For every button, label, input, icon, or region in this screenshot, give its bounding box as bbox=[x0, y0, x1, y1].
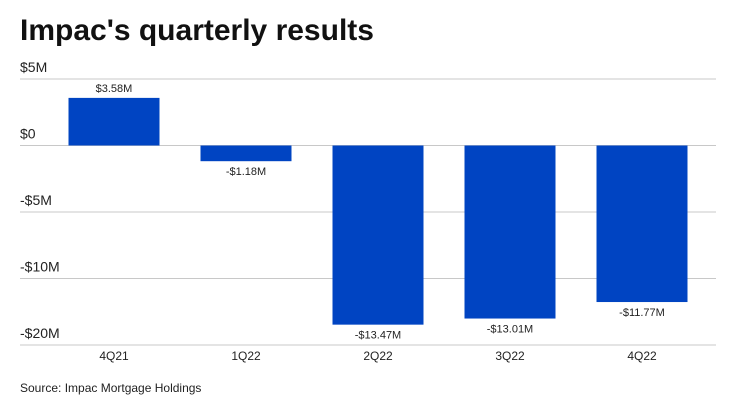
x-tick-label: 2Q22 bbox=[363, 349, 393, 363]
x-tick-label: 4Q22 bbox=[627, 349, 657, 363]
x-tick-label: 4Q21 bbox=[99, 349, 129, 363]
bar bbox=[68, 97, 160, 146]
y-tick-label: $0 bbox=[20, 126, 36, 142]
source-note: Source: Impac Mortgage Holdings bbox=[20, 381, 201, 395]
chart-title: Impac's quarterly results bbox=[20, 14, 374, 47]
bar bbox=[332, 145, 424, 325]
data-label: -$13.01M bbox=[487, 324, 533, 336]
y-tick-label: -$10M bbox=[20, 259, 60, 275]
y-tick-label: -$20M bbox=[20, 325, 60, 341]
y-tick-label: $5M bbox=[20, 59, 47, 75]
data-label: -$13.47M bbox=[355, 330, 401, 342]
x-tick-label: 3Q22 bbox=[495, 349, 525, 363]
x-tick-label: 1Q22 bbox=[231, 349, 261, 363]
y-tick-label: -$5M bbox=[20, 192, 52, 208]
data-label: -$1.18M bbox=[226, 166, 266, 178]
bar bbox=[200, 145, 292, 162]
data-label: $3.58M bbox=[96, 83, 133, 95]
bar bbox=[596, 145, 688, 303]
data-label: -$11.77M bbox=[619, 307, 665, 319]
bar bbox=[464, 145, 556, 319]
